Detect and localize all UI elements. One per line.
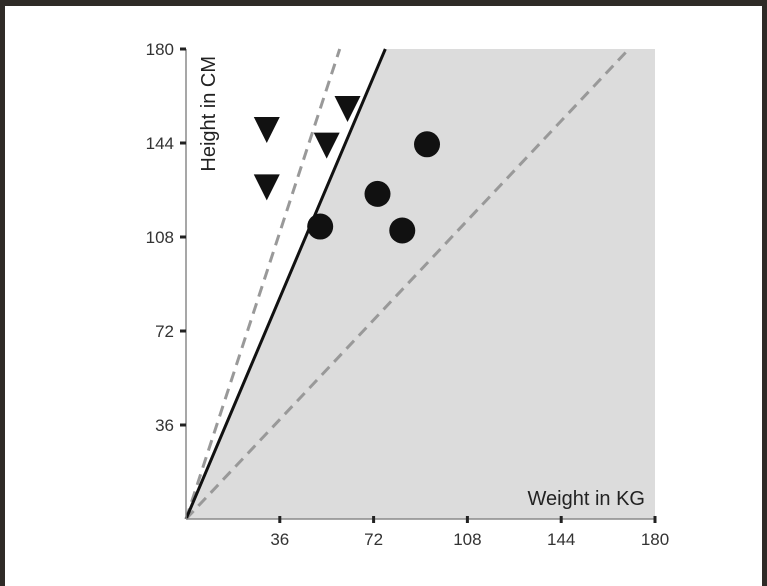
data-points: [253, 96, 441, 244]
triangle-marker: [253, 116, 280, 143]
y-axis-title: Height in CM: [198, 56, 220, 172]
triangle-marker: [253, 174, 280, 201]
triangle-marker: [334, 96, 361, 123]
circle-marker: [364, 180, 391, 207]
circle-marker: [307, 213, 334, 240]
y-tick-label: 108: [146, 228, 174, 247]
boundary-line: [184, 48, 387, 520]
axes: 36 72 108 144 180 36 72 108 144 180: [146, 40, 670, 549]
x-axis-title: Weight in KG: [528, 488, 645, 510]
y-tick-label: 180: [146, 40, 174, 59]
y-tick-label: 144: [146, 134, 174, 153]
y-tick-label: 72: [155, 322, 174, 341]
triangle-marker: [313, 132, 340, 159]
shaded-region: [186, 49, 655, 519]
x-tick-label: 36: [270, 530, 289, 549]
plot-area: [184, 47, 655, 521]
circle-marker: [389, 217, 416, 244]
x-tick-label: 180: [641, 530, 669, 549]
x-tick-label: 144: [547, 530, 575, 549]
reference-line-1: [184, 48, 342, 520]
x-tick-label: 72: [364, 530, 383, 549]
chart-frame: 36 72 108 144 180 36 72 108 144 180 Weight in KG …: [5, 6, 762, 586]
x-tick-label: 108: [453, 530, 481, 549]
y-tick-label: 36: [155, 416, 174, 435]
circle-marker: [414, 131, 441, 158]
